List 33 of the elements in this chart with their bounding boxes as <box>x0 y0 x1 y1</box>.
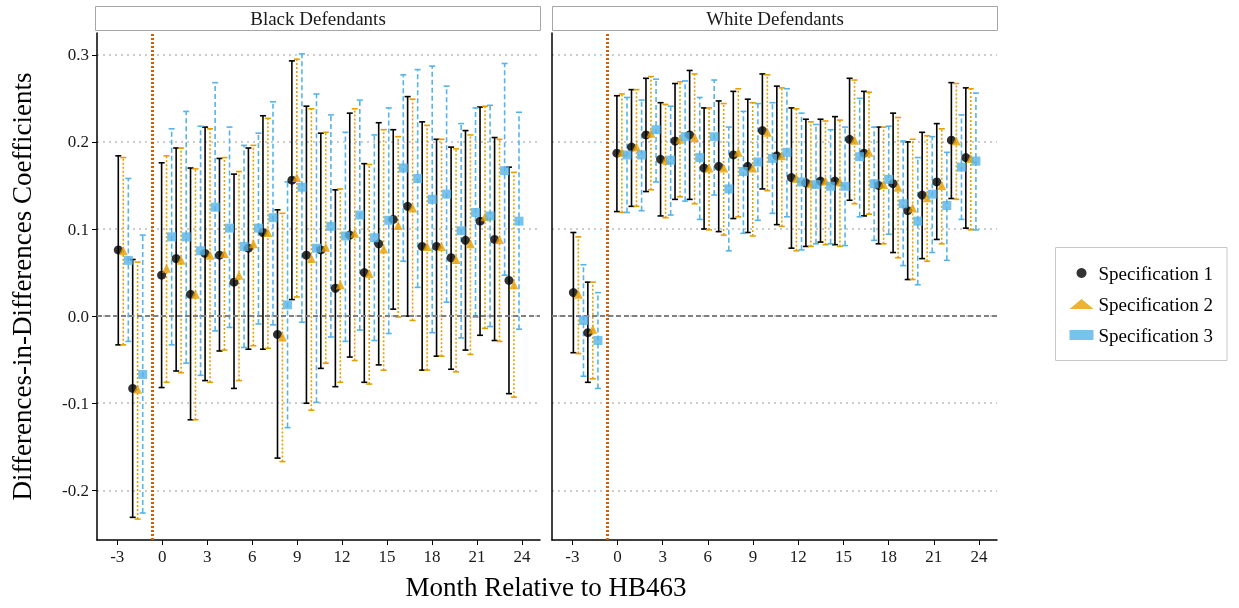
x-tick-label: 3 <box>658 547 667 566</box>
x-tick-label: -3 <box>110 547 125 566</box>
x-tick-label: 21 <box>925 547 943 566</box>
y-tick-label: 0.1 <box>67 219 89 239</box>
x-tick-label: 9 <box>748 547 758 566</box>
y-tick-label: -0.1 <box>62 393 89 413</box>
x-tick-label: 24 <box>970 547 988 566</box>
x-tick-label: 15 <box>834 547 852 566</box>
x-tick-label: 6 <box>247 547 257 566</box>
x-tick-label: 6 <box>703 547 713 566</box>
x-tick-label: 0 <box>613 547 622 566</box>
y-axis-title: Differences-in-Differences Coefficients <box>6 72 37 501</box>
x-tick-label: -3 <box>565 547 580 566</box>
x-tick-label: 12 <box>789 547 807 566</box>
y-tick-label: 0.0 <box>67 306 89 326</box>
x-tick-label: 24 <box>513 547 532 566</box>
legend-label: Specification 3 <box>1098 324 1214 346</box>
y-tick-label: -0.2 <box>62 480 89 500</box>
chart-title: Black Defendants <box>250 8 386 29</box>
y-tick-label: 0.2 <box>67 132 89 152</box>
x-tick-label: 21 <box>468 547 486 566</box>
legend-label: Specification 2 <box>1098 293 1214 315</box>
x-tick-label: 12 <box>333 547 351 566</box>
x-axis-title: Month Relative to HB463 <box>404 572 688 603</box>
x-tick-label: 0 <box>157 547 167 566</box>
x-tick-label: 18 <box>880 547 898 566</box>
legend-label: Specification 1 <box>1098 262 1214 284</box>
x-tick-label: 15 <box>378 547 396 566</box>
x-tick-label: 3 <box>202 547 212 566</box>
chart-title: White Defendants <box>706 8 844 29</box>
x-tick-label: 18 <box>423 547 441 566</box>
x-tick-label: 9 <box>292 547 302 566</box>
y-tick-label: 0.3 <box>67 45 89 65</box>
